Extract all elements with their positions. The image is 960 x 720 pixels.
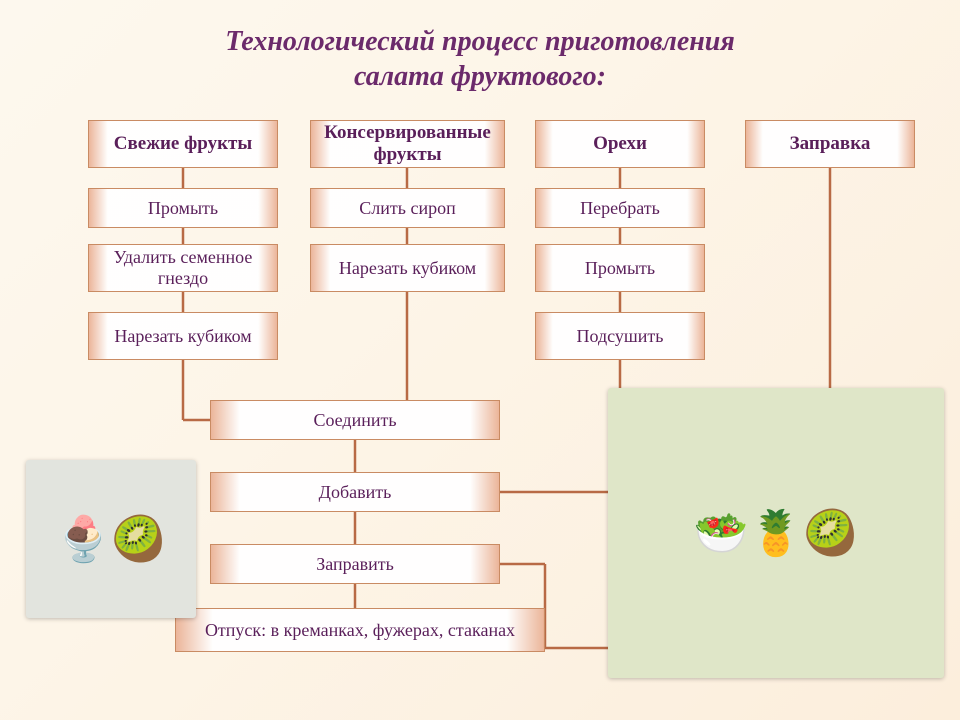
- final-step: Отпуск: в креманках, фужерах, стаканах: [175, 608, 545, 652]
- photo-dessert-glass: 🍨🥝: [26, 460, 196, 618]
- merge-2: Заправить: [210, 544, 500, 584]
- step-fresh-1: Удалить семенное гнездо: [88, 244, 278, 292]
- photo-fruit-salad-bowl: 🥗🍍🥝: [608, 388, 944, 678]
- step-canned-0: Слить сироп: [310, 188, 505, 228]
- col-head-nuts: Орехи: [535, 120, 705, 168]
- col-head-dressing: Заправка: [745, 120, 915, 168]
- step-canned-1: Нарезать кубиком: [310, 244, 505, 292]
- merge-0: Соединить: [210, 400, 500, 440]
- merge-1: Добавить: [210, 472, 500, 512]
- step-fresh-0: Промыть: [88, 188, 278, 228]
- step-fresh-2: Нарезать кубиком: [88, 312, 278, 360]
- step-nuts-0: Перебрать: [535, 188, 705, 228]
- step-nuts-1: Промыть: [535, 244, 705, 292]
- col-head-fresh: Свежие фрукты: [88, 120, 278, 168]
- col-head-canned: Консервированные фрукты: [310, 120, 505, 168]
- step-nuts-2: Подсушить: [535, 312, 705, 360]
